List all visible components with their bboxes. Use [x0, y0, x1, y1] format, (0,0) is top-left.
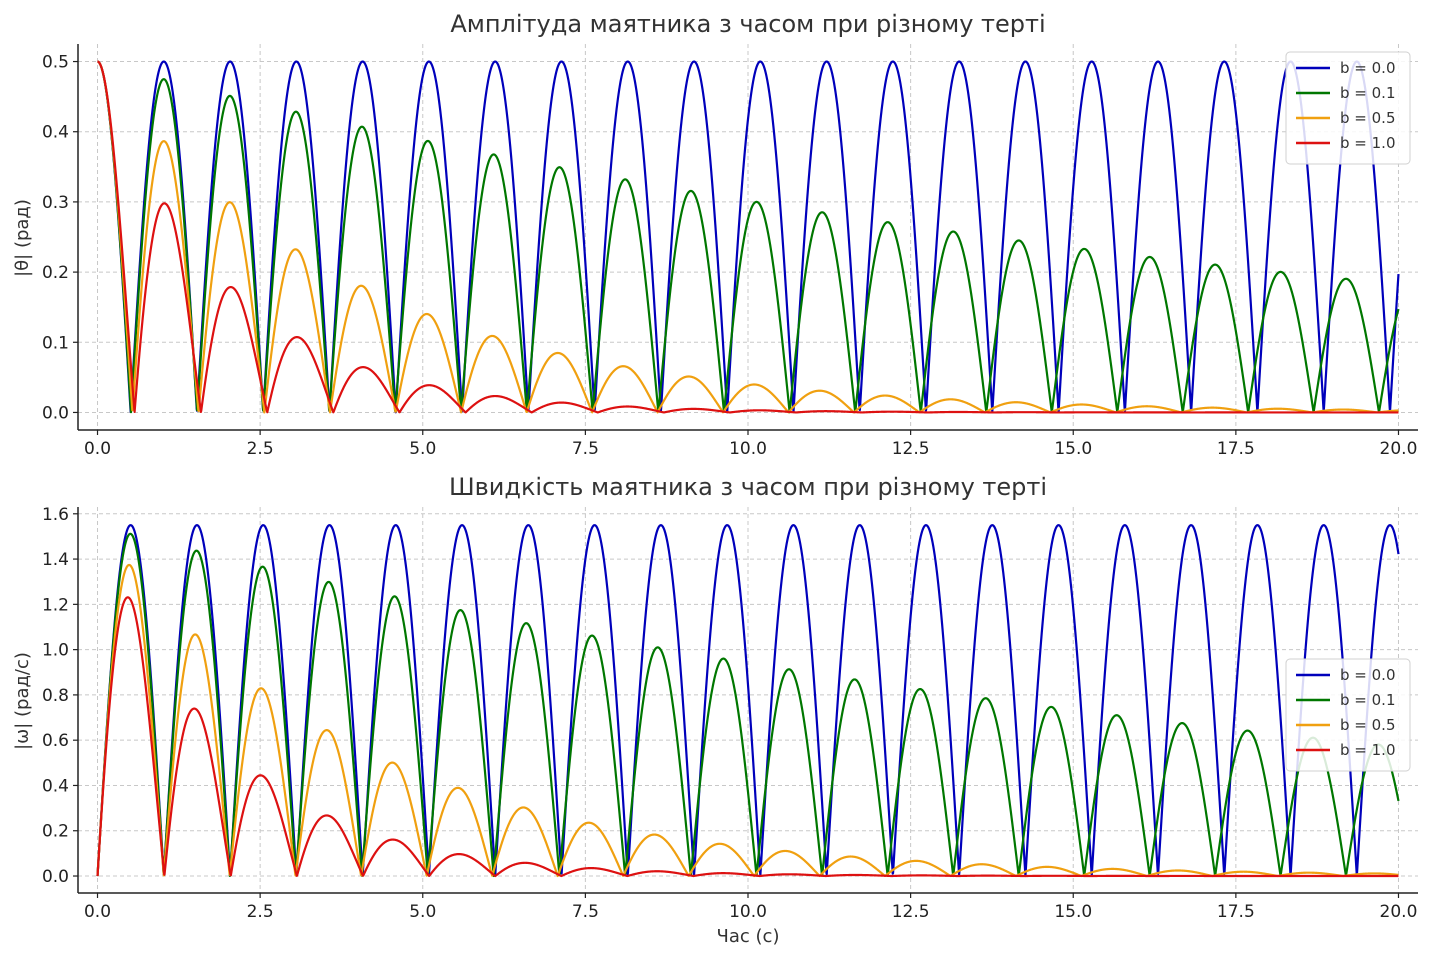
x-tick-label: 5.0 [409, 902, 436, 922]
y-tick-label: 0.4 [42, 776, 69, 796]
series-line-b-0-0 [96, 60, 1400, 414]
legend-label: b = 0.1 [1340, 84, 1395, 102]
x-tick-label: 12.5 [892, 902, 930, 922]
legend-label: b = 0.0 [1340, 666, 1395, 684]
x-tick-label: 10.0 [729, 439, 767, 459]
legend-label: b = 0.0 [1340, 59, 1395, 77]
y-tick-label: 0.2 [42, 263, 69, 283]
legend-box [1285, 658, 1411, 772]
y-tick-label: 0.8 [42, 686, 69, 706]
amplitude-grid [78, 44, 1418, 430]
velocity-x-axis-label: Час (с) [717, 926, 780, 947]
y-tick-label: 1.0 [42, 641, 69, 661]
velocity-legend: b = 0.0 b = 0.1 b = 0.5 b = 1.0 [1285, 658, 1411, 772]
x-tick-label: 7.5 [572, 439, 599, 459]
x-tick-label: 2.5 [247, 902, 274, 922]
velocity-y-axis-label: |ω| (рад/с) [12, 652, 33, 750]
legend-label: b = 0.5 [1340, 716, 1395, 734]
legend-label: b = 1.0 [1340, 741, 1395, 759]
amplitude-ticks: 0.0 2.5 5.0 7.5 10.0 12.5 15.0 17.5 20.0 0.0 0.1 0.… [42, 53, 1417, 459]
x-tick-label: 17.5 [1217, 902, 1255, 922]
series-line-b-0-5 [96, 563, 1400, 878]
x-tick-label: 2.5 [247, 439, 274, 459]
x-tick-label: 20.0 [1380, 902, 1418, 922]
amplitude-chart-title: Амплітуда маятника з часом при різному т… [450, 10, 1045, 38]
series-line-b-0-1 [96, 532, 1400, 878]
y-tick-label: 0.1 [42, 333, 69, 353]
x-tick-label: 17.5 [1217, 439, 1255, 459]
y-tick-label: 0.0 [42, 403, 69, 423]
series-line-b-0-1 [96, 60, 1400, 414]
x-tick-label: 15.0 [1054, 902, 1092, 922]
legend-box [1285, 51, 1411, 165]
velocity-chart-title: Швидкість маятника з часом при різному т… [449, 473, 1047, 501]
x-tick-label: 20.0 [1380, 439, 1418, 459]
y-tick-label: 1.6 [42, 505, 69, 525]
amplitude-chart: Амплітуда маятника з часом при різному т… [12, 10, 1418, 459]
x-tick-label: 5.0 [409, 439, 436, 459]
y-tick-label: 0.6 [42, 731, 69, 751]
y-tick-label: 1.4 [42, 550, 69, 570]
y-tick-label: 0.4 [42, 123, 69, 143]
series-line-b-1-0 [96, 596, 1400, 878]
amplitude-legend: b = 0.0 b = 0.1 b = 0.5 b = 1.0 [1285, 51, 1411, 165]
series-line-b-1-0 [96, 60, 1400, 414]
amplitude-y-axis-label: |θ| (рад) [12, 199, 33, 277]
y-tick-label: 0.2 [42, 822, 69, 842]
y-tick-label: 1.2 [42, 595, 69, 615]
x-tick-label: 0.0 [84, 439, 111, 459]
x-tick-label: 10.0 [729, 902, 767, 922]
x-tick-label: 7.5 [572, 902, 599, 922]
y-tick-label: 0.3 [42, 193, 69, 213]
amplitude-series [96, 60, 1400, 414]
x-tick-label: 15.0 [1054, 439, 1092, 459]
y-tick-label: 0.5 [42, 53, 69, 73]
velocity-series [96, 524, 1400, 878]
legend-label: b = 0.1 [1340, 691, 1395, 709]
x-tick-label: 12.5 [892, 439, 930, 459]
legend-label: b = 0.5 [1340, 109, 1395, 127]
velocity-chart: Швидкість маятника з часом при різному т… [12, 473, 1418, 947]
legend-label: b = 1.0 [1340, 134, 1395, 152]
y-tick-label: 0.0 [42, 867, 69, 887]
velocity-ticks: 0.0 2.5 5.0 7.5 10.0 12.5 15.0 17.5 20.0 0.0 0.2 0.… [42, 505, 1417, 922]
x-tick-label: 0.0 [84, 902, 111, 922]
series-line-b-0-0 [96, 524, 1400, 878]
